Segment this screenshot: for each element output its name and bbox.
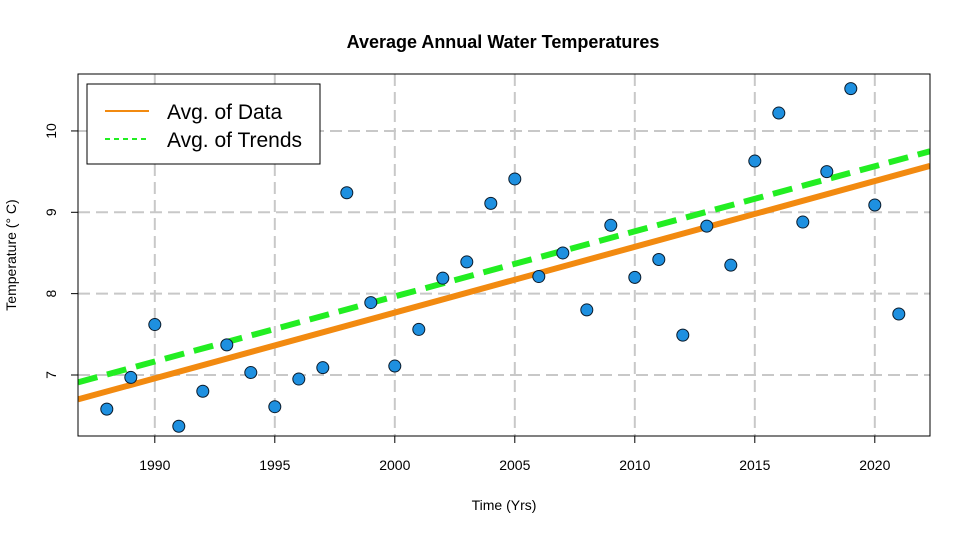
data-point	[100, 402, 114, 416]
x-axis-label: Time (Yrs)	[472, 497, 537, 513]
data-point	[316, 361, 330, 375]
data-point	[868, 198, 882, 212]
data-point	[844, 82, 858, 96]
data-point	[820, 165, 834, 179]
x-tick-label: 2000	[379, 457, 410, 473]
legend-label-avg-of-data: Avg. of Data	[167, 101, 283, 124]
x-tick-label: 2010	[619, 457, 650, 473]
y-tick-label: 7	[43, 371, 59, 379]
data-point	[484, 196, 498, 210]
chart-title: Average Annual Water Temperatures	[347, 32, 660, 52]
data-point	[292, 372, 306, 386]
data-point	[700, 219, 714, 233]
data-points	[100, 82, 906, 433]
y-tick-label: 10	[43, 123, 59, 139]
data-point	[532, 270, 546, 284]
y-tick-label: 8	[43, 290, 59, 298]
data-point	[652, 252, 666, 266]
data-point	[460, 255, 474, 269]
data-point	[172, 419, 186, 433]
data-point	[628, 270, 642, 284]
y-tick-label: 9	[43, 208, 59, 216]
data-point	[508, 172, 522, 186]
data-point	[556, 246, 570, 260]
data-point	[436, 271, 450, 285]
data-point	[604, 218, 618, 232]
data-point	[196, 384, 210, 398]
data-point	[340, 186, 354, 200]
data-point	[676, 328, 690, 342]
x-tick-label: 2005	[499, 457, 530, 473]
data-point	[148, 318, 162, 332]
data-point	[412, 322, 426, 336]
data-point	[388, 359, 402, 373]
trend-lines	[78, 148, 930, 403]
data-point	[580, 303, 594, 317]
data-point	[796, 215, 810, 229]
y-axis: 7 8 9 10	[43, 123, 78, 379]
data-point	[124, 370, 138, 384]
data-point	[220, 338, 234, 352]
data-point	[268, 400, 282, 414]
y-axis-label: Temperature (° C)	[3, 199, 19, 310]
data-point	[724, 258, 738, 272]
x-tick-label: 1990	[139, 457, 170, 473]
x-tick-label: 1995	[259, 457, 290, 473]
avg-of-data-line	[78, 163, 930, 403]
data-point	[748, 154, 762, 168]
data-point	[364, 296, 378, 310]
grid	[78, 74, 930, 436]
x-tick-label: 2015	[739, 457, 770, 473]
avg-of-trends-line	[78, 148, 930, 386]
data-point	[244, 366, 258, 380]
legend-label-avg-of-trends: Avg. of Trends	[167, 129, 302, 152]
x-tick-label: 2020	[859, 457, 890, 473]
data-point	[772, 106, 786, 120]
x-axis: 1990 1995 2000 2005 2010 2015 2020	[139, 436, 891, 473]
legend-box	[86, 83, 321, 165]
plot-frame	[77, 73, 931, 437]
data-point	[892, 307, 906, 321]
legend: Avg. of Data Avg. of Trends	[86, 83, 321, 165]
